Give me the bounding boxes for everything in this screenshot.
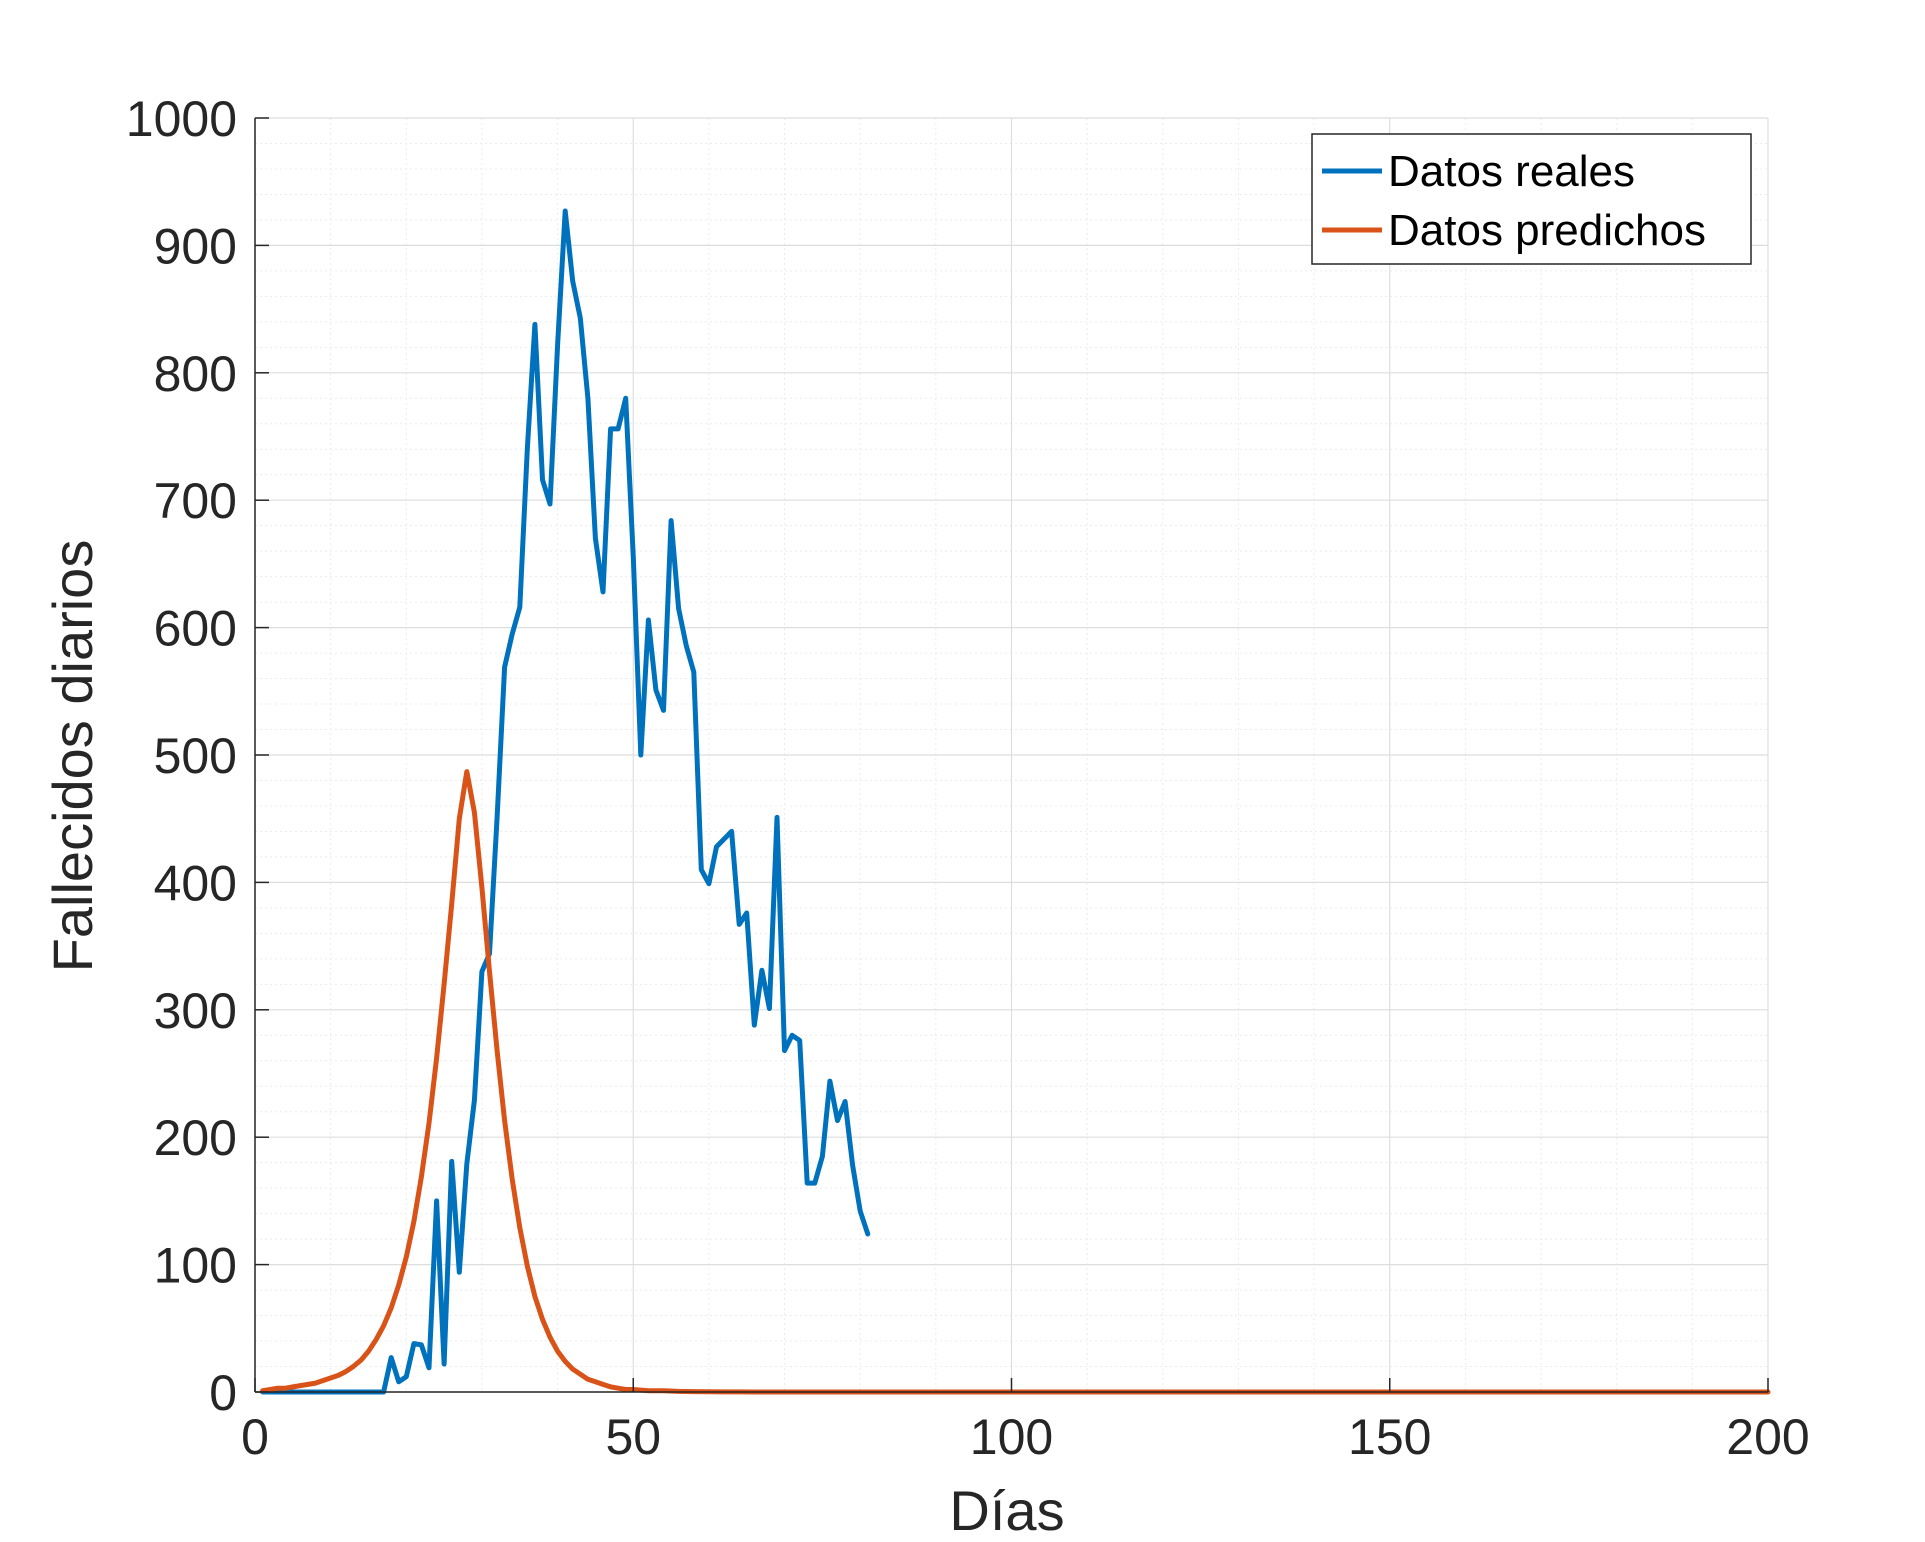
legend-label-datos-reales: Datos reales bbox=[1388, 147, 1635, 196]
legend-label-datos-predichos: Datos predichos bbox=[1388, 206, 1706, 255]
legend-box bbox=[1311, 133, 1752, 265]
x-axis-label: Días bbox=[949, 1479, 1064, 1542]
x-tick-label: 0 bbox=[241, 1409, 269, 1465]
y-tick-label: 800 bbox=[154, 346, 237, 402]
y-tick-label: 300 bbox=[154, 983, 237, 1039]
legend: Datos reales Datos predichos bbox=[1311, 133, 1752, 265]
y-tick-label: 100 bbox=[154, 1238, 237, 1294]
x-tick-label: 100 bbox=[970, 1409, 1053, 1465]
y-axis-label: Fallecidos diarios bbox=[41, 540, 104, 973]
y-tick-label: 500 bbox=[154, 728, 237, 784]
y-tick-label: 600 bbox=[154, 601, 237, 657]
y-tick-label: 900 bbox=[154, 218, 237, 274]
y-tick-label: 1000 bbox=[126, 91, 237, 147]
y-tick-label: 400 bbox=[154, 855, 237, 911]
x-tick-label: 200 bbox=[1726, 1409, 1809, 1465]
y-tick-label: 0 bbox=[209, 1365, 237, 1421]
ticks: 0 50 100 150 200 0 100 200 300 400 500 600 700 800 900… bbox=[126, 91, 1810, 1465]
x-tick-label: 150 bbox=[1348, 1409, 1431, 1465]
y-tick-label: 700 bbox=[154, 473, 237, 529]
y-tick-label: 200 bbox=[154, 1110, 237, 1166]
x-tick-label: 50 bbox=[605, 1409, 661, 1465]
